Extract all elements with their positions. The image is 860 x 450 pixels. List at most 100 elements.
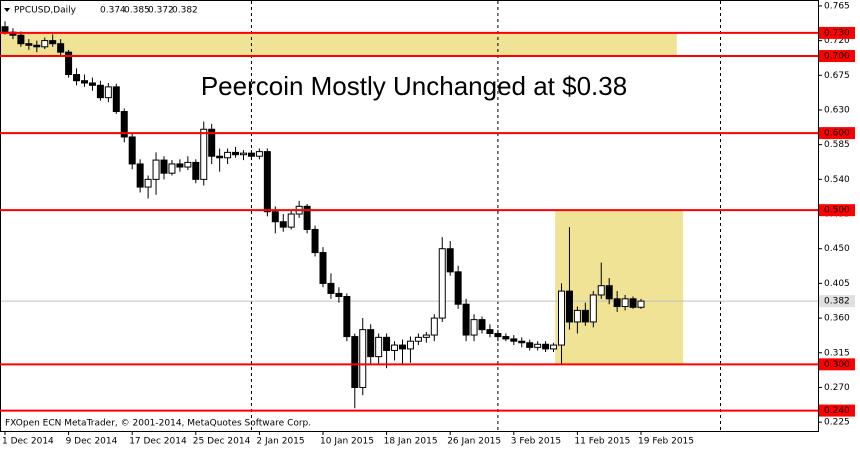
candle-body	[558, 290, 565, 346]
zones	[0, 1, 818, 431]
candle-body	[446, 248, 454, 273]
candle-body	[486, 329, 494, 335]
level-label: 0.240	[824, 406, 850, 416]
candle-body	[240, 152, 247, 156]
candle-body	[406, 340, 414, 350]
x-tick-label: 17 Dec 2014	[129, 437, 187, 447]
candle-body	[399, 344, 406, 350]
candle-body	[319, 252, 327, 284]
plot-frame	[0, 0, 819, 432]
chart-title: Peercoin Mostly Unchanged at $0.38	[201, 71, 627, 101]
candle-body	[81, 80, 88, 84]
candle-body	[375, 336, 383, 358]
candle-body	[478, 319, 486, 331]
x-tick-label: 1 Dec 2014	[2, 437, 54, 447]
y-tick-label: 0.360	[824, 314, 850, 324]
candle-body	[438, 248, 446, 319]
x-tick-label: 10 Jan 2015	[320, 437, 374, 447]
candle-body	[247, 152, 255, 157]
x-tick-label: 19 Feb 2015	[638, 437, 694, 447]
candle-body	[430, 317, 438, 336]
y-tick-label: 0.765	[824, 1, 850, 11]
price-label: 0.382	[824, 297, 850, 307]
x-tick-label: 9 Dec 2014	[66, 437, 118, 447]
candle-body	[422, 334, 430, 338]
candle-body	[629, 298, 637, 308]
candle-body	[255, 151, 263, 157]
candle-body	[589, 294, 597, 323]
candle-body	[176, 163, 184, 168]
y-tick-label: 0.540	[824, 175, 850, 185]
level-label: 0.600	[824, 129, 850, 139]
candle-body	[73, 74, 81, 82]
y-tick-label: 0.450	[824, 244, 850, 254]
level-label: 0.500	[824, 206, 850, 216]
candle-body	[88, 82, 96, 86]
candle-body	[343, 296, 351, 338]
y-tick-label: 0.270	[824, 383, 850, 393]
candle-body	[112, 86, 120, 113]
candle-body	[1, 26, 9, 32]
candle-body	[542, 343, 550, 350]
candle-body	[597, 285, 605, 296]
menu-arrow	[4, 8, 10, 12]
y-tick-label: 0.315	[824, 348, 850, 358]
candle-body	[17, 34, 25, 45]
y-tick-label: 0.675	[824, 71, 850, 81]
candle-body	[263, 151, 271, 213]
level-label-box	[819, 50, 855, 63]
candle-body	[359, 329, 367, 388]
candle-body	[208, 128, 216, 157]
y-tick-label: 0.630	[824, 105, 850, 115]
header-close: 0.382	[172, 6, 198, 16]
level-label: 0.730	[824, 28, 850, 38]
x-tick-label: 3 Feb 2015	[511, 437, 561, 447]
plot	[1, 21, 645, 409]
candle-body	[383, 336, 391, 351]
y-tick-label: 0.225	[824, 418, 850, 428]
candle-body	[287, 213, 295, 228]
candle-body	[303, 205, 311, 230]
candle-body	[367, 329, 375, 358]
symbol: PPCUSD,Daily	[14, 6, 77, 16]
level-label: 0.700	[824, 52, 850, 62]
candle-body	[311, 228, 319, 254]
candle-body	[494, 333, 502, 338]
price-label-box	[819, 295, 855, 308]
candle-body	[104, 86, 112, 99]
candle-body	[128, 136, 136, 165]
candle-body	[462, 303, 470, 336]
candle-body	[470, 319, 478, 336]
candle-body	[152, 159, 160, 180]
candle-body	[573, 309, 581, 323]
candle-body	[526, 342, 534, 348]
candle-body	[224, 151, 232, 159]
candle-body	[232, 151, 240, 156]
x-tick-label: 26 Jan 2015	[447, 437, 501, 447]
candle-body	[637, 300, 645, 308]
candle-body	[41, 40, 49, 48]
x-tick-label: 11 Feb 2015	[574, 437, 630, 447]
footer: FXOpen ECN MetaTrader, © 2001-2014, Meta…	[5, 419, 311, 429]
candle-body	[335, 292, 343, 298]
y-tick-label: 0.405	[824, 279, 850, 289]
candle-body	[168, 163, 176, 174]
candle-body	[518, 340, 526, 344]
level-label-box	[819, 358, 855, 371]
y-tick-label: 0.720	[824, 36, 850, 46]
level-label-box	[819, 26, 855, 39]
header-low: 0.372	[148, 6, 174, 16]
x-tick-label: 18 Jan 2015	[384, 437, 438, 447]
candle-body	[200, 128, 208, 180]
x-tick-label: 2 Jan 2015	[256, 437, 304, 447]
level-label-box	[819, 404, 855, 417]
candle-body	[33, 44, 41, 48]
header-high: 0.385	[124, 6, 150, 16]
candle-body	[613, 298, 621, 308]
candle-body	[510, 338, 518, 342]
candle-body	[605, 285, 613, 300]
header-open: 0.374	[100, 6, 126, 16]
zone	[555, 210, 684, 365]
candle-body	[565, 290, 573, 323]
